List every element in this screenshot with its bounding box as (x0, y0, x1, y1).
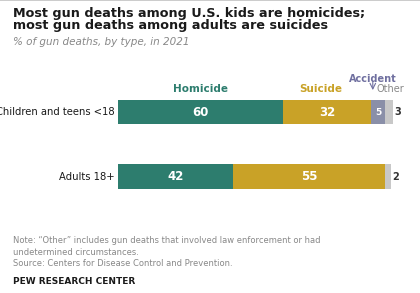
Text: % of gun deaths, by type, in 2021: % of gun deaths, by type, in 2021 (13, 37, 189, 47)
Text: 5: 5 (375, 108, 381, 117)
Text: Other: Other (377, 84, 404, 94)
Bar (234, 164, 385, 189)
Text: undetermined circumstances.: undetermined circumstances. (13, 248, 139, 257)
Text: Source: Centers for Disease Control and Prevention.: Source: Centers for Disease Control and … (13, 259, 232, 268)
Text: 2: 2 (392, 172, 399, 182)
Text: 42: 42 (167, 170, 184, 183)
Text: Note: “Other” includes gun deaths that involved law enforcement or had: Note: “Other” includes gun deaths that i… (13, 236, 320, 245)
Text: PEW RESEARCH CENTER: PEW RESEARCH CENTER (13, 277, 135, 286)
Text: Adults 18+: Adults 18+ (59, 172, 115, 182)
Text: 3: 3 (395, 107, 402, 117)
Bar (118, 164, 234, 189)
Text: 60: 60 (192, 106, 209, 119)
Text: 32: 32 (319, 106, 336, 119)
Text: most gun deaths among adults are suicides: most gun deaths among adults are suicide… (13, 19, 328, 32)
Bar (385, 100, 394, 125)
Text: Children and teens <18: Children and teens <18 (0, 107, 115, 117)
Text: Most gun deaths among U.S. kids are homicides;: Most gun deaths among U.S. kids are homi… (13, 7, 365, 20)
Text: 55: 55 (301, 170, 318, 183)
Bar (283, 100, 371, 125)
Bar (118, 100, 283, 125)
Text: Accident: Accident (349, 74, 396, 84)
Text: Homicide: Homicide (173, 84, 228, 94)
Text: Suicide: Suicide (299, 84, 342, 94)
Bar (371, 100, 385, 125)
Bar (385, 164, 391, 189)
